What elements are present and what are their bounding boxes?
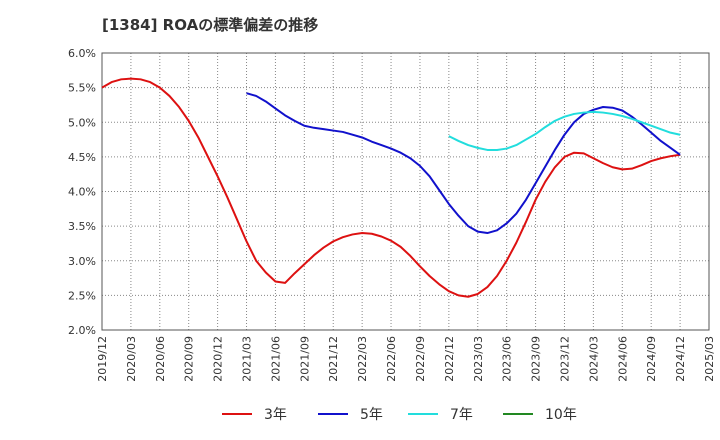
legend: 3年 5年 7年 10年 bbox=[222, 407, 577, 423]
legend-label-4: 10年 bbox=[545, 407, 577, 423]
x-tick-label: 2021/09 bbox=[298, 336, 311, 382]
x-tick-label: 2022/03 bbox=[356, 336, 369, 382]
x-tick-label: 2025/03 bbox=[703, 336, 716, 382]
x-tick-label: 2023/03 bbox=[472, 336, 485, 382]
x-tick-label: 2020/03 bbox=[125, 336, 138, 382]
x-tick-label: 2021/03 bbox=[241, 336, 254, 382]
legend-label-1: 3年 bbox=[264, 407, 287, 423]
y-tick-label: 6.0% bbox=[68, 47, 96, 60]
chart-title: [1384] ROAの標準偏差の推移 bbox=[102, 16, 319, 34]
x-tick-label: 2024/09 bbox=[645, 336, 658, 382]
grid-layer bbox=[101, 52, 710, 331]
x-tick-label: 2020/12 bbox=[212, 336, 225, 382]
x-axis: 2019/12 2020/03 2020/06 2020/09 2020/12 2021/… bbox=[96, 336, 716, 382]
y-tick-label: 5.0% bbox=[68, 116, 96, 129]
y-tick-label: 3.5% bbox=[68, 220, 96, 233]
x-tick-label: 2023/06 bbox=[501, 336, 514, 382]
x-tick-label: 2022/12 bbox=[443, 336, 456, 382]
series-layer bbox=[101, 77, 681, 298]
y-tick-label: 4.0% bbox=[68, 186, 96, 199]
y-tick-label: 2.5% bbox=[68, 289, 96, 302]
x-tick-label: 2022/09 bbox=[414, 336, 427, 382]
x-tick-label: 2023/09 bbox=[530, 336, 543, 382]
x-tick-label: 2023/12 bbox=[558, 336, 571, 382]
y-tick-label: 5.5% bbox=[68, 82, 96, 95]
legend-label-2: 5年 bbox=[360, 407, 383, 423]
y-tick-label: 4.5% bbox=[68, 151, 96, 164]
y-tick-label: 2.0% bbox=[68, 324, 96, 337]
y-axis: 2.0% 2.5% 3.0% 3.5% 4.0% 4.5% 5.0% 5.5% 6.0% bbox=[68, 47, 96, 337]
plot-frame bbox=[101, 52, 710, 331]
series-line-1 bbox=[101, 77, 681, 298]
x-tick-label: 2019/12 bbox=[96, 336, 109, 382]
x-tick-label: 2021/12 bbox=[327, 336, 340, 382]
x-tick-label: 2024/12 bbox=[674, 336, 687, 382]
x-tick-label: 2022/06 bbox=[385, 336, 398, 382]
series-line-3 bbox=[448, 110, 681, 151]
x-tick-label: 2024/03 bbox=[587, 336, 600, 382]
legend-label-3: 7年 bbox=[450, 407, 473, 423]
x-tick-label: 2021/06 bbox=[269, 336, 282, 382]
x-tick-label: 2024/06 bbox=[616, 336, 629, 382]
series-line-2 bbox=[246, 92, 681, 235]
y-tick-label: 3.0% bbox=[68, 255, 96, 268]
x-tick-label: 2020/09 bbox=[183, 336, 196, 382]
x-tick-label: 2020/06 bbox=[154, 336, 167, 382]
